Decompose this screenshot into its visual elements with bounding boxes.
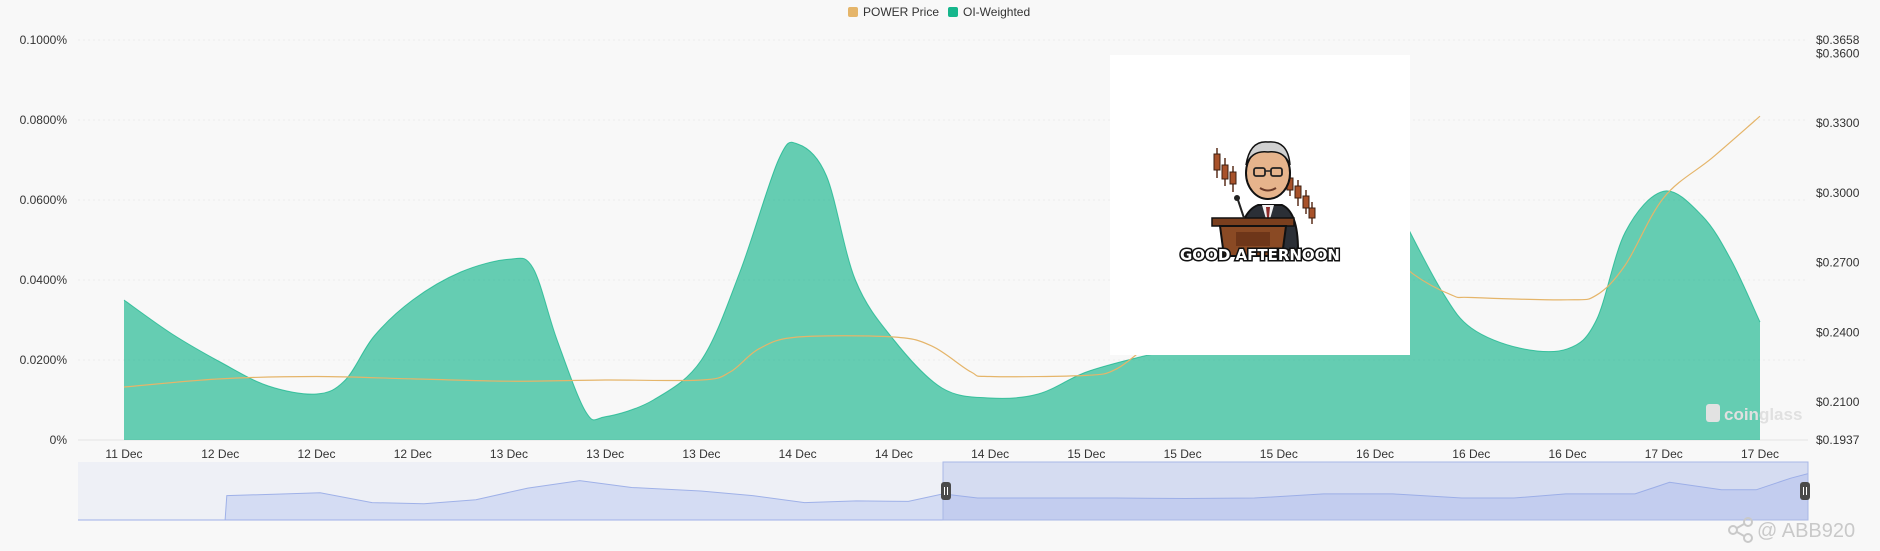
y-right-tick-label: $0.1937 [1816,433,1860,447]
sticker-caption: GOOD AFTERNOON [1180,246,1340,264]
x-tick-label: 11 Dec [105,447,142,461]
y-left-tick-label: 0.1000% [20,33,68,47]
x-tick-label: 17 Dec [1645,447,1683,461]
y-right-tick-label: $0.3658 [1816,33,1860,47]
podium-icon [1211,195,1295,257]
navigator-handle-left[interactable] [941,482,951,500]
share-icon [1728,517,1753,543]
y-right-tick-label: $0.3000 [1816,186,1860,200]
x-tick-label: 16 Dec [1452,447,1490,461]
coinglass-logo-icon [1706,404,1720,422]
y-left-tick-label: 0.0400% [20,273,68,287]
candlestick-icon [1213,148,1316,224]
y-right-tick-label: $0.3600 [1816,46,1860,60]
legend-swatch-power-price [848,7,858,17]
credit-watermark: @ ABB920 [1728,517,1855,543]
y-right-tick-label: $0.2700 [1816,256,1860,270]
legend-item-oi-weighted[interactable]: OI-Weighted [948,5,1030,19]
x-tick-label: 16 Dec [1356,447,1394,461]
y-left-tick-label: 0% [50,433,68,447]
legend-swatch-oi-weighted [948,7,958,17]
y-left-tick-label: 0.0200% [20,353,68,367]
x-tick-label: 13 Dec [490,447,528,461]
legend[interactable]: POWER Price OI-Weighted [848,5,1030,19]
range-navigator[interactable] [78,461,1810,521]
x-tick-label: 12 Dec [394,447,432,461]
series-line-power-price [123,115,1761,388]
credit-text: @ ABB920 [1757,520,1855,542]
good-afternoon-sticker: GOOD AFTERNOON [1110,55,1410,355]
y-right-tick-label: $0.2400 [1816,325,1860,339]
x-tick-label: 15 Dec [1067,447,1105,461]
coinglass-watermark: coinglass [1706,404,1802,424]
x-tick-label: 15 Dec [1260,447,1298,461]
y-axis-right: $0.1937 $0.2100 $0.2400 $0.2700 $0.3000 $0.33… [1816,33,1860,447]
x-tick-label: 15 Dec [1164,447,1202,461]
x-tick-label: 14 Dec [875,447,913,461]
y-left-tick-label: 0.0800% [20,113,68,127]
x-tick-label: 16 Dec [1549,447,1587,461]
series-line-oi-weighted [123,141,1761,421]
coinglass-watermark-text: coinglass [1724,405,1802,424]
x-axis: 11 Dec 12 Dec 12 Dec 12 Dec 13 Dec 13 Dec 13 D… [105,447,1779,461]
x-tick-label: 14 Dec [971,447,1009,461]
legend-item-power-price[interactable]: POWER Price [848,5,939,19]
y-right-tick-label: $0.2100 [1816,395,1860,409]
y-right-tick-label: $0.3300 [1816,116,1860,130]
navigator-selected-window[interactable] [942,461,1809,521]
x-tick-label: 17 Dec [1741,447,1779,461]
x-tick-label: 13 Dec [682,447,720,461]
navigator-handle-right[interactable] [1800,482,1810,500]
legend-label-oi-weighted: OI-Weighted [963,5,1030,19]
y-left-tick-label: 0.0600% [20,193,68,207]
x-tick-label: 14 Dec [779,447,817,461]
x-tick-label: 12 Dec [297,447,335,461]
legend-label-power-price: POWER Price [863,5,939,19]
x-tick-label: 13 Dec [586,447,624,461]
x-tick-label: 12 Dec [201,447,239,461]
y-axis-left: 0% 0.0200% 0.0400% 0.0600% 0.0800% 0.1000% [20,33,68,447]
